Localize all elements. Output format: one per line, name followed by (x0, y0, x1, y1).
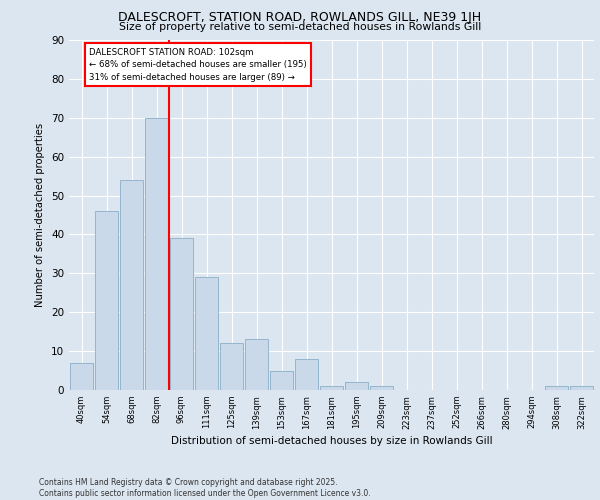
Bar (120, 180, 143, 390)
Bar (195, 277, 218, 390)
Text: DALESCROFT, STATION ROAD, ROWLANDS GILL, NE39 1JH: DALESCROFT, STATION ROAD, ROWLANDS GILL,… (118, 11, 482, 24)
Bar (70, 363, 93, 390)
Text: DALESCROFT STATION ROAD: 102sqm
← 68% of semi-detached houses are smaller (195)
: DALESCROFT STATION ROAD: 102sqm ← 68% of… (89, 48, 307, 82)
Text: Size of property relative to semi-detached houses in Rowlands Gill: Size of property relative to semi-detach… (119, 22, 481, 32)
Bar (220, 344, 243, 390)
X-axis label: Distribution of semi-detached houses by size in Rowlands Gill: Distribution of semi-detached houses by … (170, 436, 493, 446)
Bar (145, 118, 168, 390)
Bar (570, 386, 593, 390)
Bar (270, 370, 293, 390)
Bar (170, 238, 193, 390)
Y-axis label: Number of semi-detached properties: Number of semi-detached properties (35, 123, 46, 307)
Bar (345, 382, 368, 390)
Bar (295, 359, 318, 390)
Bar (370, 386, 393, 390)
Bar (320, 386, 343, 390)
Bar (545, 386, 568, 390)
Text: Contains HM Land Registry data © Crown copyright and database right 2025.
Contai: Contains HM Land Registry data © Crown c… (39, 478, 371, 498)
Bar (95, 211, 118, 390)
Bar (245, 340, 268, 390)
